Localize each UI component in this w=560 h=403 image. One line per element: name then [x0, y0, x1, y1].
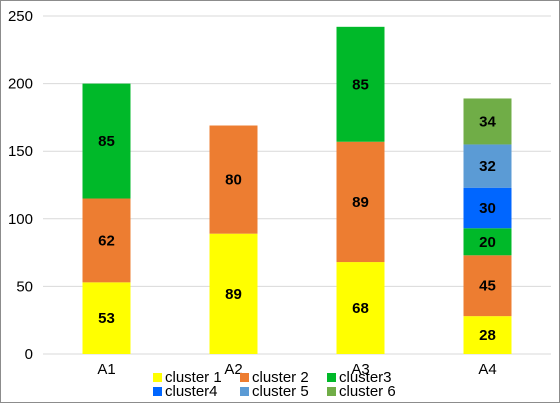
data-label-A4-series-3: 20 [479, 234, 496, 251]
data-label-A4-series-2: 45 [479, 278, 496, 295]
legend-swatch-4 [153, 387, 162, 396]
legend-label-2: cluster 2 [252, 369, 309, 386]
legend-swatch-5 [240, 387, 249, 396]
y-tick-label: 100 [8, 211, 33, 228]
y-tick-label: 0 [25, 346, 33, 363]
y-tick-label: 50 [16, 278, 33, 295]
data-label-A4-series-6: 34 [479, 113, 496, 130]
legend-swatch-2 [240, 373, 249, 382]
bar-A3-series-2 [336, 141, 385, 263]
legend-label-4: cluster4 [165, 383, 218, 400]
x-tick-label-A2: A2 [224, 361, 242, 378]
bar-A1-series-3 [82, 83, 131, 199]
x-tick-label-A1: A1 [97, 361, 115, 378]
data-label-A4-series-1: 28 [479, 327, 496, 344]
bar-A4-series-6 [463, 98, 512, 145]
legend-label-1: cluster 1 [165, 369, 222, 386]
bar-A2-series-1 [209, 233, 258, 354]
legend-label-5: cluster 5 [252, 383, 309, 400]
y-axis: 0 50 100 150 200 250 [8, 8, 33, 363]
data-label-A3-series-3: 85 [352, 76, 369, 93]
bar-A4-series-1 [463, 316, 512, 354]
y-tick-label: 250 [8, 8, 33, 25]
legend-swatch-1 [153, 373, 162, 382]
legend-swatch-6 [327, 387, 336, 396]
data-label-A1-series-2: 62 [98, 232, 115, 249]
data-label-A4-series-4: 30 [479, 200, 496, 217]
legend-label-3: cluster3 [339, 369, 392, 386]
data-labels: 53 62 85 89 80 68 89 85 28 45 20 30 32 34 [98, 76, 496, 344]
data-label-A1-series-1: 53 [98, 310, 115, 327]
bar-A4-series-4 [463, 187, 512, 229]
legend: cluster 1 cluster 2 cluster3 cluster4 cluste… [153, 369, 396, 400]
bar-A3-series-1 [336, 262, 385, 354]
data-label-A2-series-1: 89 [225, 286, 242, 303]
x-tick-label-A4: A4 [478, 361, 496, 378]
data-label-A3-series-1: 68 [352, 300, 369, 317]
bar-A2-series-2 [209, 125, 258, 234]
bars [82, 26, 512, 354]
y-tick-label: 150 [8, 143, 33, 160]
bar-A4-series-3 [463, 228, 512, 256]
data-label-A2-series-2: 80 [225, 172, 242, 189]
legend-swatch-3 [327, 373, 336, 382]
bar-A1-series-1 [82, 282, 131, 354]
data-label-A3-series-2: 89 [352, 194, 369, 211]
y-tick-label: 200 [8, 76, 33, 93]
x-tick-label-A3: A3 [351, 361, 369, 378]
data-label-A4-series-5: 32 [479, 158, 496, 175]
bar-A1-series-2 [82, 198, 131, 283]
data-label-A1-series-3: 85 [98, 133, 115, 150]
legend-label-6: cluster 6 [339, 383, 396, 400]
x-axis: A1 A2 A3 A4 [97, 361, 496, 378]
bar-A4-series-5 [463, 144, 512, 188]
bar-A4-series-2 [463, 255, 512, 317]
bar-A3-series-3 [336, 26, 385, 142]
